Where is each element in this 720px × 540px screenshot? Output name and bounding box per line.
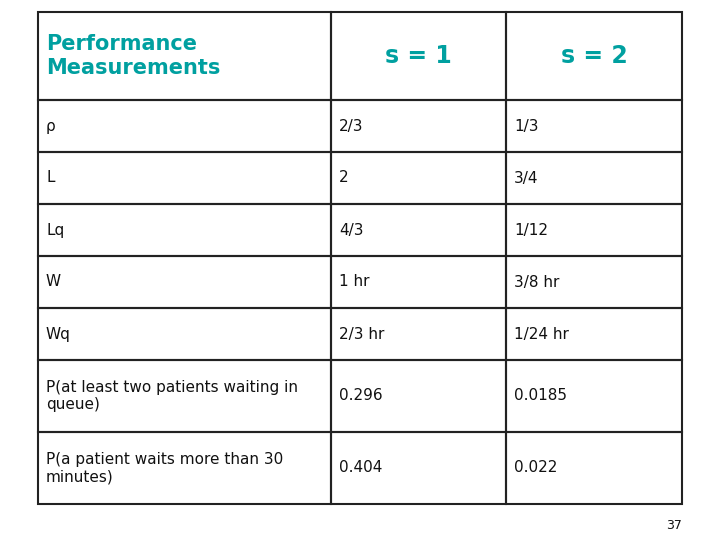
Bar	[506, 308, 682, 360]
Text: 2: 2	[339, 171, 348, 186]
Text: 4/3: 4/3	[339, 222, 364, 238]
Text: s = 1: s = 1	[385, 44, 452, 68]
Bar	[38, 432, 331, 504]
Text: 1 hr: 1 hr	[339, 274, 369, 289]
Text: 0.404: 0.404	[339, 461, 382, 476]
Text: 3/4: 3/4	[514, 171, 539, 186]
Text: 1/3: 1/3	[514, 118, 539, 133]
Bar	[38, 256, 331, 308]
Bar	[331, 100, 506, 152]
Text: 0.0185: 0.0185	[514, 388, 567, 403]
Text: 0.296: 0.296	[339, 388, 382, 403]
Bar	[331, 152, 506, 204]
Text: 1/24 hr: 1/24 hr	[514, 327, 569, 341]
Bar	[38, 204, 331, 256]
Bar	[38, 360, 331, 432]
Text: 2/3: 2/3	[339, 118, 364, 133]
Bar	[38, 152, 331, 204]
Bar	[331, 308, 506, 360]
Text: 37: 37	[666, 519, 682, 532]
Text: 1/12: 1/12	[514, 222, 548, 238]
Bar	[506, 360, 682, 432]
Bar	[331, 432, 506, 504]
Bar	[38, 12, 331, 100]
Bar	[331, 256, 506, 308]
Text: ρ: ρ	[46, 118, 55, 133]
Text: s = 2: s = 2	[561, 44, 627, 68]
Bar	[38, 308, 331, 360]
Bar	[506, 152, 682, 204]
Bar	[506, 12, 682, 100]
Text: Lq: Lq	[46, 222, 64, 238]
Text: W: W	[46, 274, 61, 289]
Bar	[506, 256, 682, 308]
Bar	[38, 100, 331, 152]
Bar	[331, 204, 506, 256]
Text: P(a patient waits more than 30
minutes): P(a patient waits more than 30 minutes)	[46, 452, 283, 484]
Text: 2/3 hr: 2/3 hr	[339, 327, 384, 341]
Text: P(at least two patients waiting in
queue): P(at least two patients waiting in queue…	[46, 380, 298, 412]
Bar	[506, 204, 682, 256]
Text: 3/8 hr: 3/8 hr	[514, 274, 559, 289]
Bar	[506, 432, 682, 504]
Text: 0.022: 0.022	[514, 461, 557, 476]
Text: L: L	[46, 171, 55, 186]
Bar	[331, 360, 506, 432]
Text: Performance
Measurements: Performance Measurements	[46, 35, 220, 78]
Text: Wq: Wq	[46, 327, 71, 341]
Bar	[506, 100, 682, 152]
Bar	[331, 12, 506, 100]
